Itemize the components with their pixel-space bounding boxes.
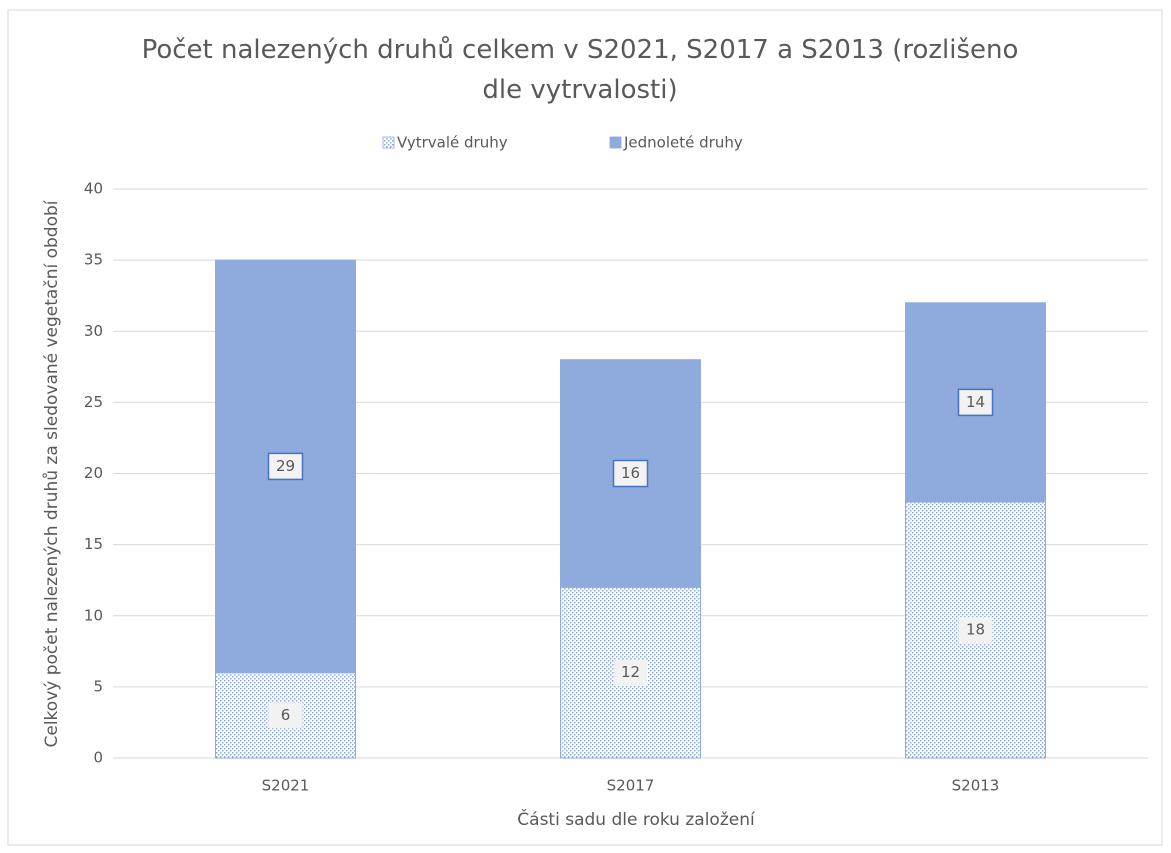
legend-swatch — [382, 136, 395, 149]
data-label-box — [267, 452, 304, 481]
legend-swatch — [609, 136, 622, 149]
data-label-box — [957, 388, 994, 417]
x-tick-label: S2017 — [607, 777, 655, 795]
y-tick-label: 10 — [84, 606, 103, 624]
x-tick-label: S2021 — [262, 777, 310, 795]
data-label: 16 — [621, 464, 640, 482]
x-axis-title: Části sadu dle roku založení — [517, 808, 756, 830]
data-label: 29 — [276, 457, 295, 475]
data-label: 14 — [966, 393, 985, 411]
y-tick-label: 5 — [93, 677, 103, 695]
data-label-box — [612, 459, 649, 488]
x-tick-label: S2013 — [952, 777, 1000, 795]
chart-title: Počet nalezených druhů celkem v S2021, S… — [141, 35, 1019, 105]
y-tick-label: 40 — [84, 180, 103, 198]
y-tick-label: 20 — [84, 464, 103, 482]
y-axis-title: Celkový počet nalezených druhů za sledov… — [42, 199, 62, 747]
data-label: 18 — [966, 620, 985, 638]
data-label-box — [268, 702, 303, 729]
y-tick-label: 25 — [84, 393, 103, 411]
data-label-box — [958, 616, 993, 643]
y-tick-label: 35 — [84, 251, 103, 269]
data-label-box — [613, 659, 648, 686]
chart-border — [7, 9, 1163, 846]
legend-label: Vytrvalé druhy — [397, 134, 508, 152]
y-tick-label: 15 — [84, 535, 103, 553]
data-label: 6 — [281, 706, 291, 724]
data-label: 12 — [621, 663, 640, 681]
y-tick-label: 0 — [93, 749, 103, 767]
legend-label: Jednoleté druhy — [623, 134, 743, 152]
y-tick-label: 30 — [84, 322, 103, 340]
